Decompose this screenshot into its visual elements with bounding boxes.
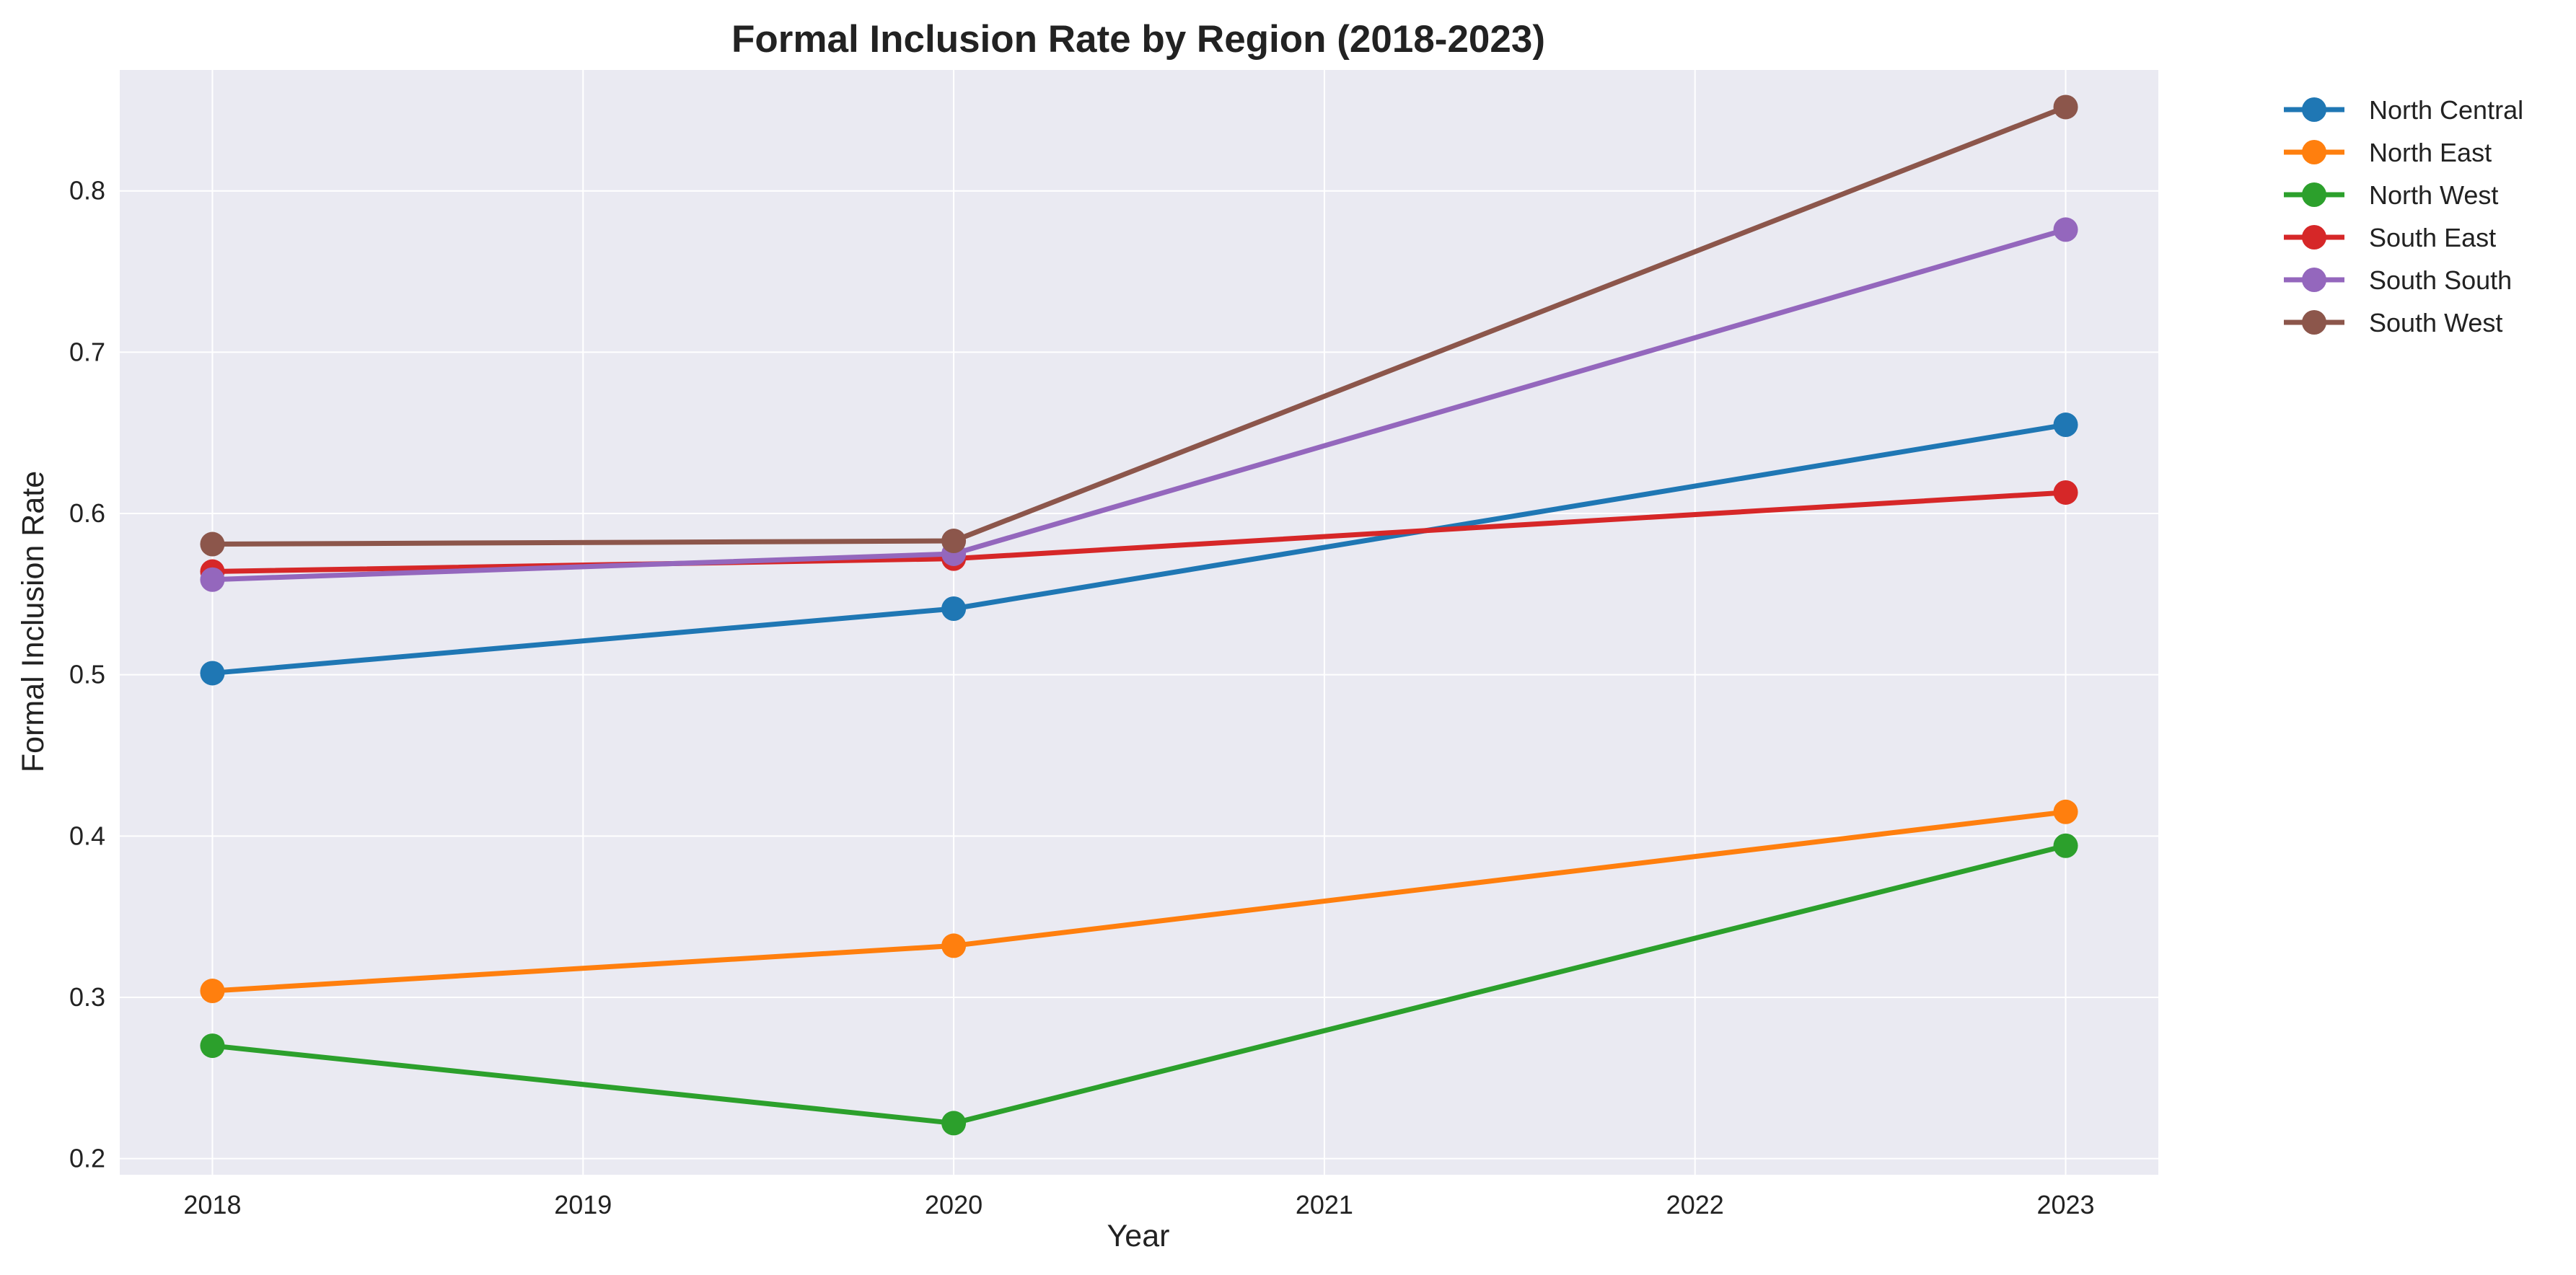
data-point [941,1111,967,1136]
x-tick-label: 2018 [183,1190,241,1219]
y-tick-label: 0.6 [69,498,105,528]
x-tick-label: 2021 [1296,1190,1353,1219]
y-tick-label: 0.7 [69,337,105,366]
x-tick-label: 2022 [1666,1190,1724,1219]
chart-title: Formal Inclusion Rate by Region (2018-20… [731,18,1545,61]
legend-marker [2302,97,2326,122]
plot-area [120,70,2158,1175]
legend-marker [2302,310,2326,335]
data-point [2053,217,2078,242]
legend-item: North East [2284,138,2492,167]
data-point [941,529,967,554]
data-point [941,933,967,958]
data-point [2053,94,2078,120]
series-north-central [200,412,2078,686]
x-tick-label: 2019 [554,1190,612,1219]
data-point [941,596,967,621]
data-point [200,979,225,1004]
legend-label: North Central [2369,95,2523,125]
legend-item: North West [2284,180,2498,210]
legend-item: South West [2284,308,2502,338]
y-tick-label: 0.8 [69,176,105,206]
series-north-east [200,799,2078,1004]
y-tick-label: 0.2 [69,1144,105,1173]
legend-label: North East [2369,138,2492,167]
series-layer [200,94,2078,1136]
legend-marker [2302,140,2326,164]
data-point [2053,799,2078,824]
y-axis-label: Formal Inclusion Rate [16,471,50,772]
legend-item: North Central [2284,95,2523,125]
data-point [2053,480,2078,505]
legend-marker [2302,268,2326,292]
x-tick-label: 2020 [925,1190,983,1219]
data-point [200,1033,225,1059]
data-point [2053,833,2078,858]
data-point [2053,412,2078,438]
data-point [200,661,225,686]
y-tick-label: 0.3 [69,982,105,1012]
legend-item: South South [2284,265,2512,295]
data-point [200,567,225,592]
grid [120,70,2158,1175]
legend-label: South West [2369,308,2502,338]
legend-item: South East [2284,223,2496,252]
y-tick-label: 0.5 [69,660,105,689]
legend: North Central North East North West South E… [2284,95,2523,338]
series-north-west [200,833,2078,1136]
legend-label: North West [2369,180,2498,210]
legend-label: South East [2369,223,2496,252]
legend-label: South South [2369,265,2512,295]
y-tick-label: 0.4 [69,821,105,850]
legend-marker [2302,225,2326,250]
x-axis-label: Year [1107,1219,1170,1253]
legend-marker [2302,182,2326,207]
series-south-west [200,94,2078,557]
x-tick-label: 2023 [2036,1190,2094,1219]
data-point [200,531,225,557]
axis-ticks: 2018 2019 2020 2021 2022 2023 0.2 0.3 0.4 0.5 0.6 0… [69,176,2095,1219]
